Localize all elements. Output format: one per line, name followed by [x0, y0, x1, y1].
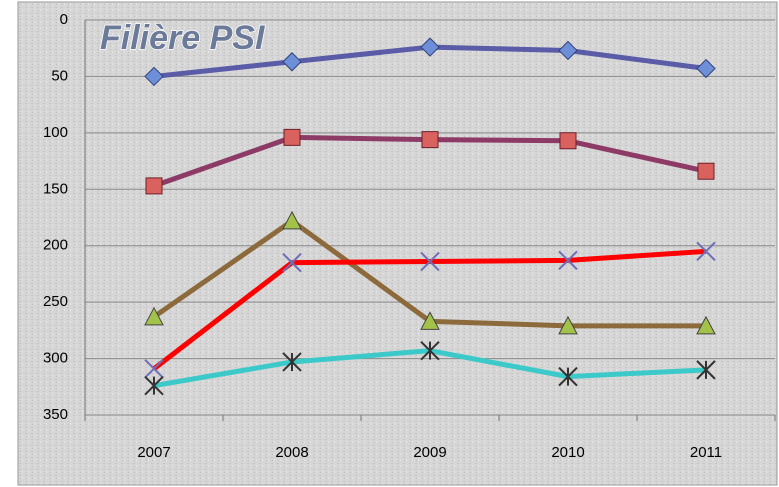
x-tick-label: 2010 — [551, 444, 584, 461]
marker — [696, 360, 716, 380]
y-tick-label: 250 — [43, 293, 68, 310]
y-tick-label: 300 — [43, 350, 68, 367]
marker — [696, 58, 716, 79]
marker — [282, 52, 302, 72]
x-tick-label: 2008 — [275, 444, 308, 461]
x-tick-label: 2011 — [690, 444, 722, 461]
chart-title: Filière PSI — [100, 19, 266, 57]
marker — [282, 252, 302, 273]
marker — [558, 315, 578, 335]
marker — [282, 210, 302, 230]
marker — [420, 311, 440, 330]
marker — [144, 306, 164, 326]
marker — [420, 251, 440, 272]
x-tick-label: 2009 — [413, 444, 446, 461]
marker — [558, 366, 578, 387]
marker — [420, 37, 440, 57]
marker — [697, 162, 715, 180]
marker — [283, 128, 301, 146]
marker — [558, 40, 578, 61]
marker — [559, 132, 577, 150]
marker — [144, 375, 164, 396]
y-tick-label: 50 — [51, 67, 68, 84]
y-tick-label: 200 — [43, 237, 68, 254]
marker — [144, 66, 164, 87]
y-tick-label: 100 — [43, 124, 68, 141]
x-tick-label: 2007 — [137, 444, 170, 461]
marker — [696, 315, 716, 335]
marker — [420, 340, 440, 361]
marker — [145, 177, 163, 195]
marker — [421, 131, 439, 149]
y-tick-label: 150 — [43, 180, 68, 197]
chart-background — [17, 1, 778, 486]
marker — [144, 359, 164, 379]
marker — [558, 250, 578, 271]
marker — [282, 352, 302, 372]
y-tick-label: 0 — [60, 11, 68, 28]
marker — [696, 241, 716, 262]
y-tick-label: 350 — [43, 406, 68, 423]
